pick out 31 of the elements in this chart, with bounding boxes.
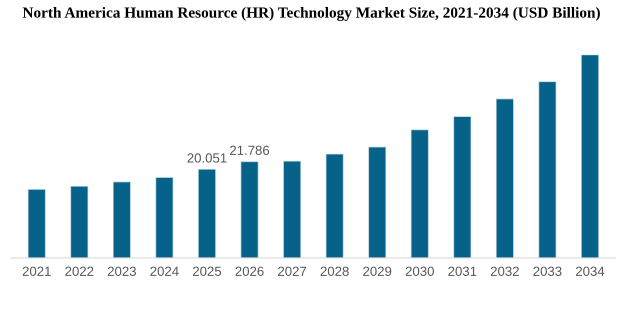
x-tick-label: 2021 [22, 266, 51, 276]
x-tick-label: 2023 [108, 266, 136, 276]
x-tick-label: 2031 [448, 266, 476, 276]
bar [581, 54, 599, 258]
bar [410, 130, 429, 258]
bar [240, 161, 258, 258]
x-tick-label: 2026 [236, 266, 264, 276]
x-tick-label: 2034 [576, 266, 604, 276]
data-label: 20.051 [187, 153, 227, 163]
bar [453, 116, 472, 258]
bar [368, 146, 386, 258]
bar [326, 154, 344, 258]
bar [198, 169, 216, 258]
x-tick-label: 2028 [320, 266, 349, 276]
bar [156, 177, 174, 258]
x-tick-label: 2022 [65, 266, 94, 276]
x-tick-label: 2027 [278, 266, 306, 276]
bar [28, 189, 46, 258]
bar [113, 182, 131, 258]
bar [496, 98, 514, 258]
bar [70, 186, 88, 258]
bar [538, 81, 556, 258]
x-tick-label: 2029 [363, 266, 392, 276]
x-tick-label: 2030 [406, 266, 434, 276]
chart-title: North America Human Resource (HR) Technology Market Size, 2021-2034 (USD Billion) [22, 6, 600, 21]
x-tick-label: 2025 [192, 266, 222, 276]
x-tick-label: 2024 [150, 266, 179, 276]
x-tick-label: 2033 [533, 266, 562, 276]
data-label: 21.786 [230, 146, 270, 155]
x-tick-label: 2032 [490, 266, 519, 276]
bar [283, 160, 301, 258]
